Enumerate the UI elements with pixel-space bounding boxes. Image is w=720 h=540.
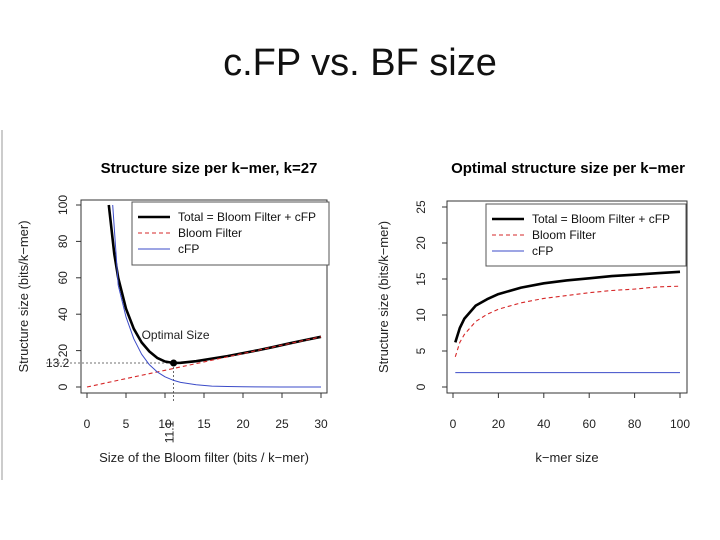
- legend-label: cFP: [178, 242, 199, 256]
- x-tick-label: 80: [628, 417, 642, 431]
- legend-label: cFP: [532, 244, 553, 258]
- x-tick-label: 0: [84, 417, 91, 431]
- y-tick-label: 100: [56, 195, 70, 215]
- y-axis-label: Structure size (bits/k−mer): [16, 220, 31, 372]
- x-tick-label: 40: [537, 417, 551, 431]
- optimal-size-label: Optimal Size: [142, 328, 210, 342]
- legend-label: Total = Bloom Filter + cFP: [532, 212, 670, 226]
- plot-frame: [446, 200, 688, 394]
- x-tick-label: 0: [450, 417, 457, 431]
- legend-box: [485, 203, 687, 267]
- y-tick-label: 60: [56, 271, 70, 285]
- y-tick-label: 5: [414, 347, 428, 354]
- x-tick-label: 5: [123, 417, 130, 431]
- x-tick-label: 20: [236, 417, 250, 431]
- series-line-total: [454, 270, 681, 343]
- y-tick-label: 0: [56, 383, 70, 390]
- series-line-cfp: [112, 204, 321, 388]
- legend-box: [131, 201, 330, 266]
- optimal-point: [170, 359, 178, 367]
- chart-title: Structure size per k−mer, k=27: [101, 160, 318, 177]
- x-tick-label: 100: [670, 417, 690, 431]
- x-tick-label: 15: [197, 417, 211, 431]
- x-axis-label: Size of the Bloom filter (bits / k−mer): [99, 450, 309, 465]
- x-tick-label: 20: [492, 417, 506, 431]
- series-line-total: [107, 204, 322, 365]
- chart-title: Optimal structure size per k−mer: [451, 160, 685, 177]
- legend-label: Bloom Filter: [532, 228, 596, 242]
- y-tick-label: 10: [414, 308, 428, 322]
- x-tick-label: 60: [583, 417, 597, 431]
- series-line-bloom-filter: [454, 285, 681, 357]
- optimal-x-label: 11.1: [163, 420, 177, 443]
- y-axis-label: Structure size (bits/k−mer): [376, 221, 391, 373]
- legend-label: Total = Bloom Filter + cFP: [178, 210, 316, 224]
- y-tick-label: 40: [56, 307, 70, 321]
- x-tick-label: 25: [275, 417, 289, 431]
- x-tick-label: 30: [314, 417, 328, 431]
- optimal-y-label: 13.2: [46, 356, 70, 370]
- y-tick-label: 20: [56, 344, 70, 358]
- y-tick-label: 0: [414, 383, 428, 390]
- slide-title: c.FP vs. BF size: [223, 42, 497, 84]
- y-tick-label: 15: [414, 272, 428, 286]
- x-axis-label: k−mer size: [535, 450, 598, 465]
- x-tick-label: 10: [158, 417, 172, 431]
- series-line-bloom-filter: [86, 336, 322, 388]
- y-tick-label: 20: [414, 236, 428, 250]
- y-tick-label: 80: [56, 234, 70, 248]
- y-tick-label: 25: [414, 200, 428, 214]
- legend-label: Bloom Filter: [178, 226, 242, 240]
